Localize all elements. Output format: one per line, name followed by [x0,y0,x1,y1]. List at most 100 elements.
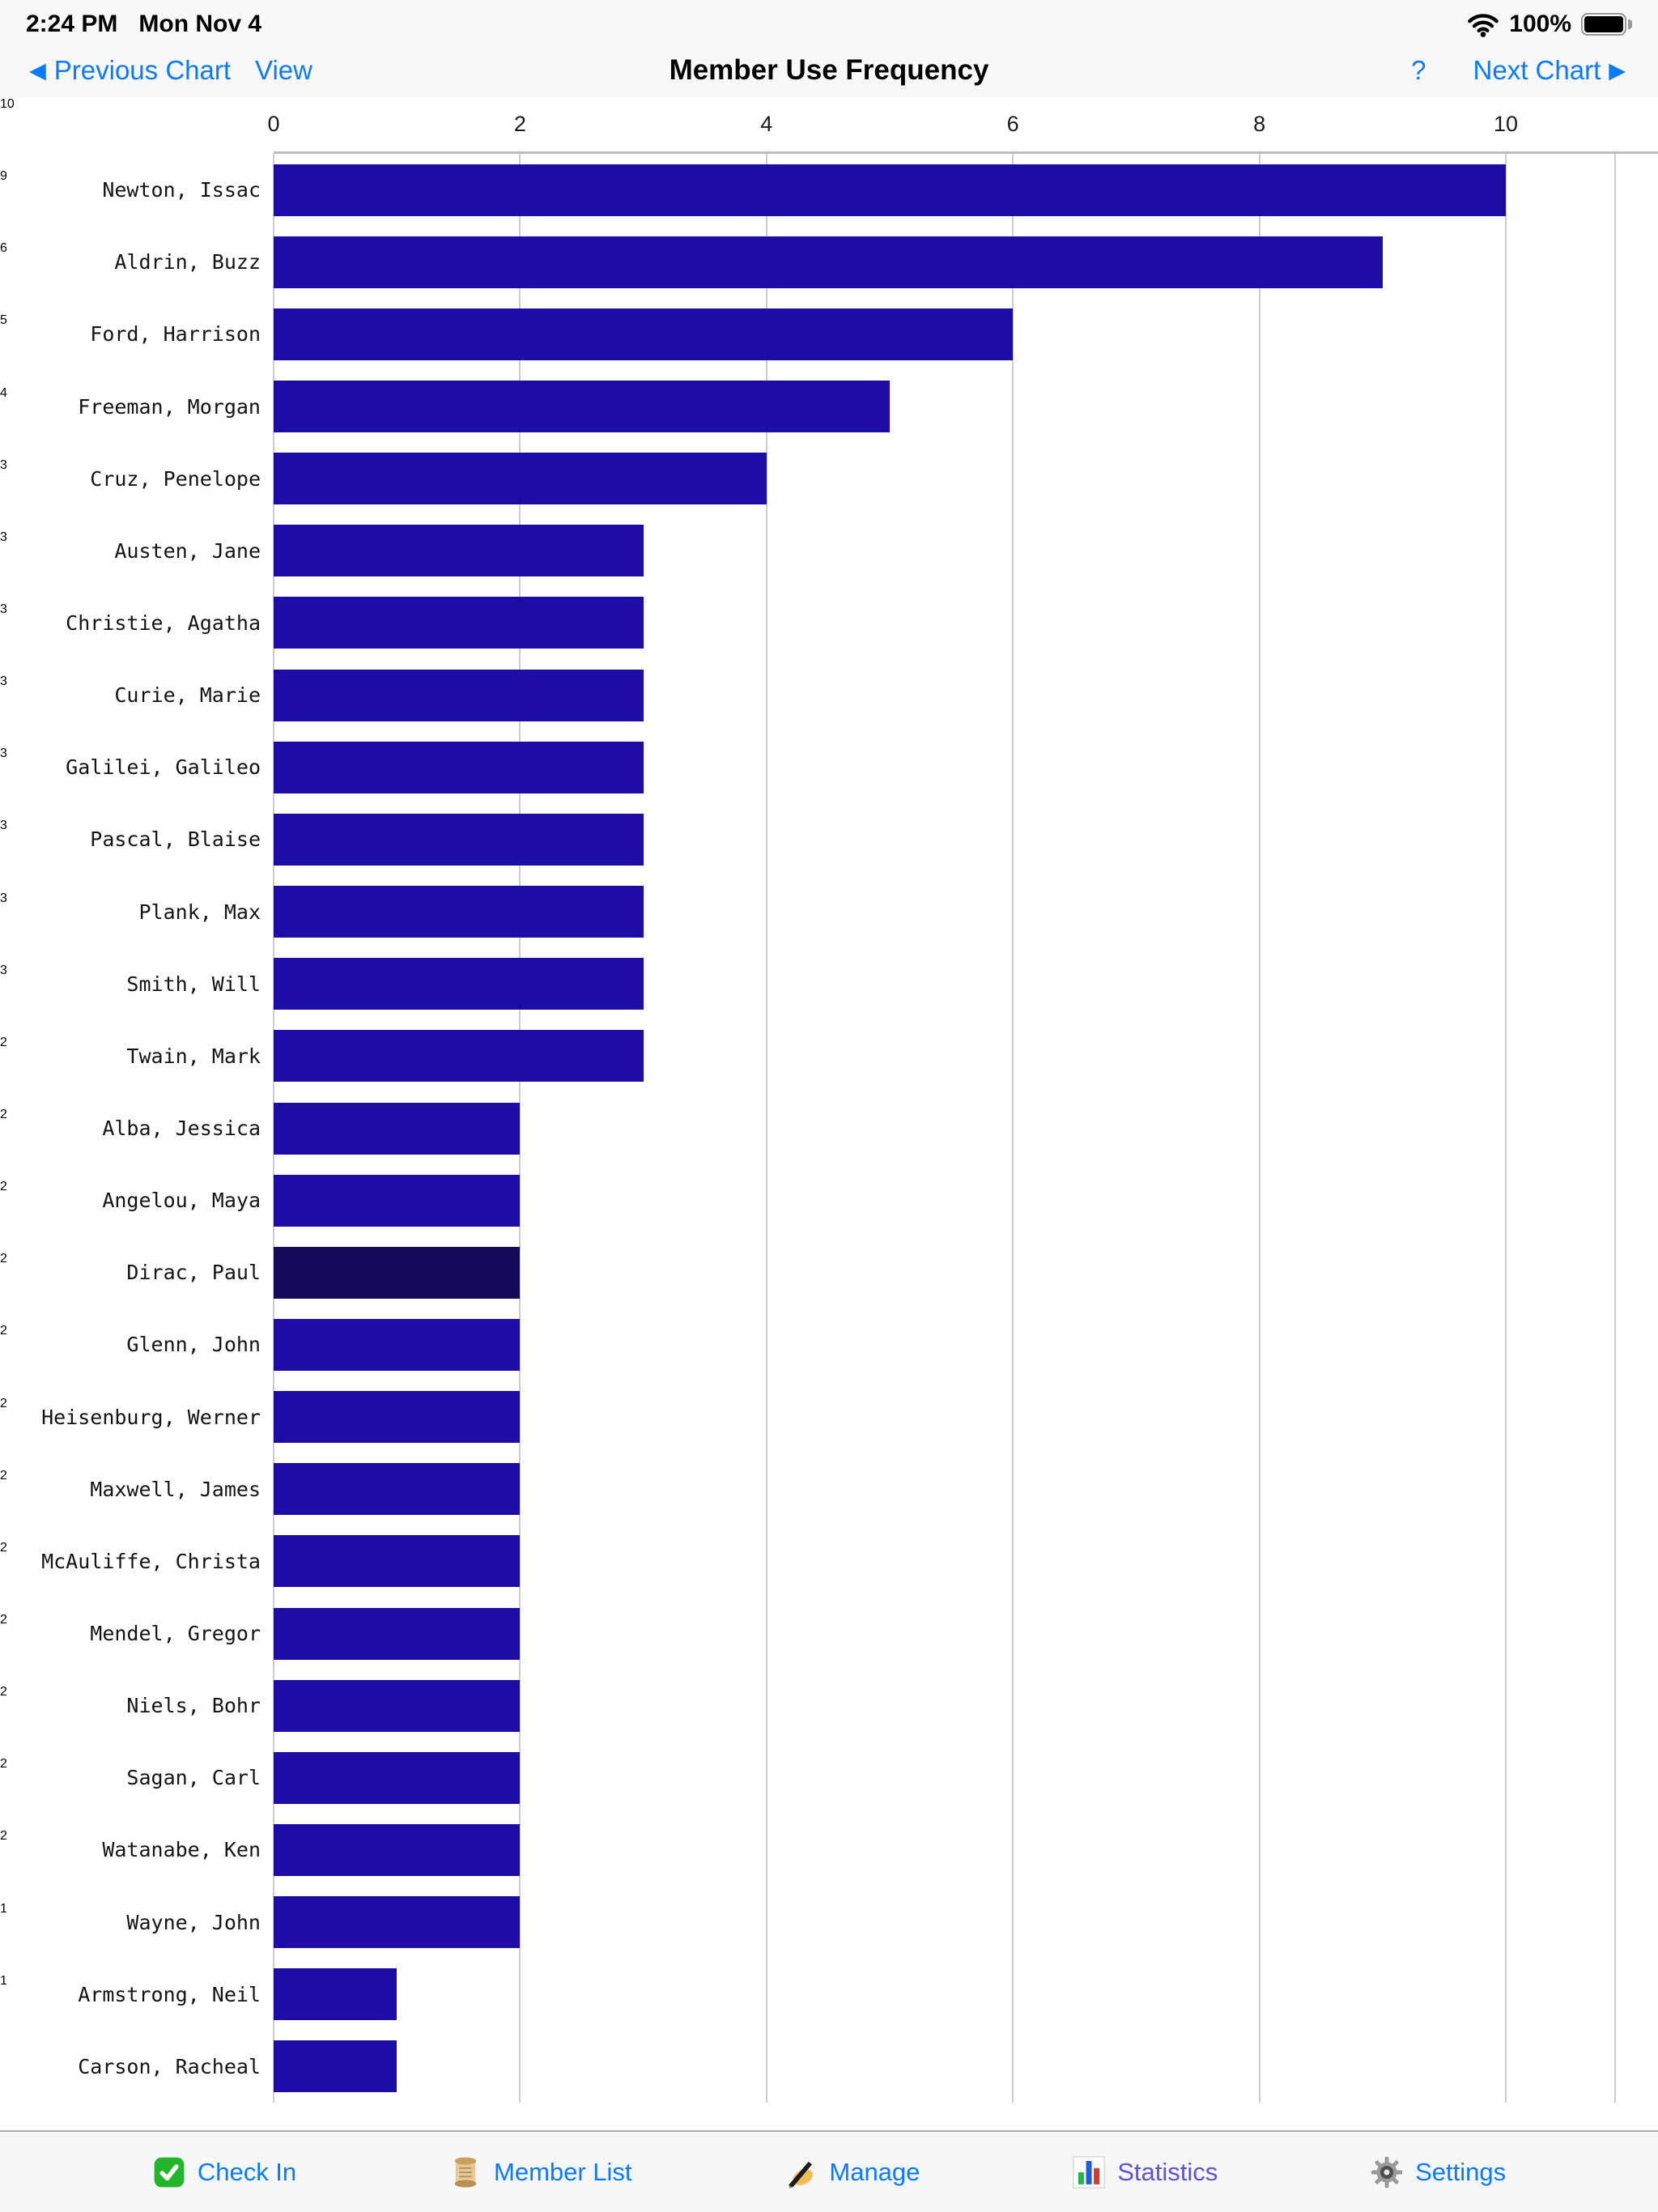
view-button[interactable]: View [255,55,312,86]
previous-chart-label: Previous Chart [53,55,232,85]
bar[interactable] [274,1174,521,1227]
bar-value-label: 3 [0,819,7,833]
member-label: Plank, Max [138,900,261,924]
member-label: Austen, Jane [114,538,261,563]
bar-value-label: 1 [0,1901,7,1916]
member-list-icon [449,2155,483,2189]
bar[interactable] [274,1318,521,1371]
bar[interactable] [274,813,644,866]
tab-settings[interactable]: Settings [1370,2155,1506,2189]
check-in-icon [152,2155,186,2189]
bar[interactable] [274,525,644,577]
member-label: McAuliffe, Christa [41,1549,261,1573]
bar[interactable] [274,741,644,793]
clock-date: Mon Nov 4 [138,11,262,37]
bar[interactable] [274,381,890,433]
bar[interactable] [274,1751,521,1804]
bar-value-label: 3 [0,457,7,472]
member-label: Ford, Harrison [90,322,261,347]
tab-settings-label: Settings [1415,2157,1507,2186]
bar[interactable] [274,1391,521,1444]
bar-value-label: 2 [0,1180,7,1194]
member-label: Heisenburg, Werner [41,1405,261,1429]
bar[interactable] [274,1030,644,1083]
status-bar: 2:24 PM Mon Nov 4 100% [0,0,1658,44]
member-label: Carson, Racheal [78,2054,261,2078]
tab-bar: Check In Member List [0,2130,1658,2212]
gridline [519,154,521,2103]
bar-value-label: 3 [0,602,7,616]
wifi-icon [1467,11,1499,37]
x-axis-tick-label: 0 [267,112,280,136]
member-label: Galilei, Galileo [66,755,261,780]
bar[interactable] [274,1246,521,1299]
member-label: Cruz, Penelope [90,466,261,491]
member-label: Glenn, John [126,1333,261,1357]
x-axis-tick-label: 8 [1253,112,1266,136]
member-label: Newton, Issac [102,178,261,202]
tab-member-list-label: Member List [494,2157,632,2186]
bar-value-label: 2 [0,1540,7,1555]
bar-value-label: 2 [0,1685,7,1699]
nav-bar: ◀ Previous Chart View Member Use Frequen… [0,44,1658,97]
bar-value-label: 2 [0,1468,7,1482]
member-label: Wayne, John [126,1910,261,1934]
member-label: Christie, Agatha [66,610,261,635]
tab-check-in-label: Check In [197,2157,297,2186]
next-chart-button[interactable]: Next Chart ▶ [1473,55,1626,86]
gridline [1505,154,1507,2103]
bar[interactable] [274,1535,521,1588]
bar[interactable] [274,164,1506,216]
bar[interactable] [274,597,644,649]
bar[interactable] [274,958,644,1010]
bar[interactable] [274,2040,397,2093]
tab-manage-label: Manage [829,2157,920,2186]
bar[interactable] [274,1823,521,1876]
bar[interactable] [274,669,644,721]
member-label: Dirac, Paul [126,1261,261,1285]
member-label: Niels, Bohr [126,1694,261,1718]
tab-statistics-label: Statistics [1117,2157,1218,2186]
gridline [1012,154,1014,2103]
help-button[interactable]: ? [1411,55,1426,86]
gridline [1258,154,1261,2103]
page-title: Member Use Frequency [669,54,989,86]
bar[interactable] [274,1463,521,1516]
member-label: Mendel, Gregor [90,1622,261,1646]
x-axis-line [274,151,1658,154]
view-label: View [255,55,312,85]
bar-value-label: 6 [0,241,7,256]
member-label: Alba, Jessica [102,1116,261,1140]
bar-value-label: 5 [0,313,7,328]
bar[interactable] [274,1102,521,1155]
gridline [765,154,767,2103]
tab-manage[interactable]: Manage [784,2155,920,2189]
member-label: Armstrong, Neil [78,1982,261,2006]
help-label: ? [1411,55,1426,85]
tab-check-in[interactable]: Check In [152,2155,296,2189]
member-label: Curie, Marie [114,683,261,708]
x-axis-tick-label: 4 [760,112,773,136]
bar[interactable] [274,236,1383,288]
bar-value-label: 2 [0,1252,7,1266]
bar[interactable] [274,1607,521,1660]
bar-value-label: 2 [0,1324,7,1338]
bar-value-label: 3 [0,891,7,905]
previous-chart-button[interactable]: ◀ Previous Chart [29,55,231,86]
tab-member-list[interactable]: Member List [449,2155,632,2189]
manage-icon [784,2155,818,2189]
next-chart-label: Next Chart [1473,55,1601,85]
bar-value-label: 9 [0,169,7,184]
bar-value-label: 3 [0,747,7,761]
member-label: Twain, Mark [126,1044,261,1068]
bar[interactable] [274,453,767,505]
battery-icon [1581,13,1632,36]
bar[interactable] [274,1896,521,1949]
bar[interactable] [274,308,1014,360]
tab-statistics[interactable]: Statistics [1072,2155,1218,2189]
plot-right-border [1614,154,1616,2103]
bar[interactable] [274,1679,521,1732]
bar[interactable] [274,1968,397,2021]
bar-value-label: 2 [0,1035,7,1049]
bar[interactable] [274,886,644,938]
